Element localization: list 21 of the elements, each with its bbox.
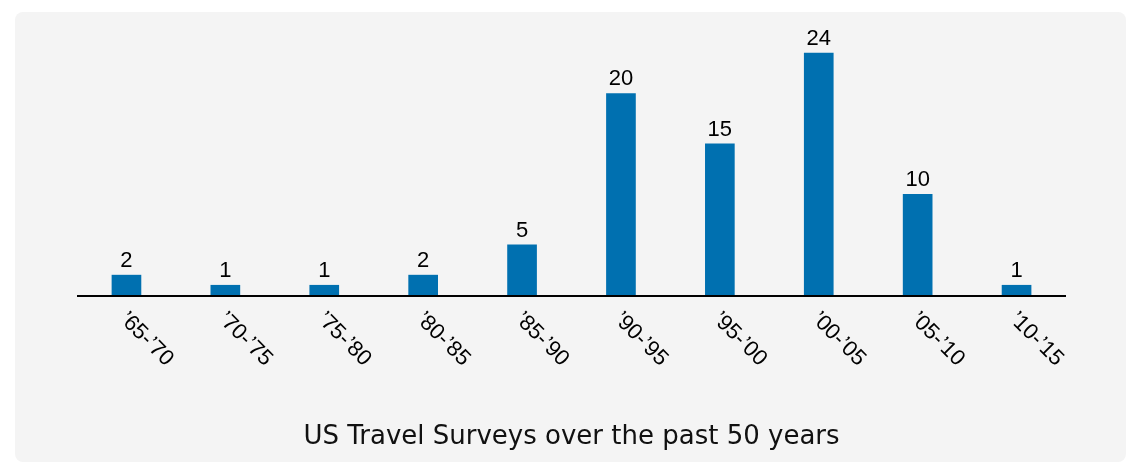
- data-label: 2: [417, 246, 430, 272]
- data-label: 24: [806, 24, 831, 50]
- data-label: 20: [608, 65, 634, 91]
- bar: [803, 52, 834, 295]
- data-label: 1: [219, 256, 232, 282]
- data-label: 5: [515, 216, 529, 242]
- data-label: 1: [1010, 256, 1023, 282]
- data-label: 1: [318, 256, 331, 282]
- bar: [309, 284, 340, 295]
- bar: [705, 143, 735, 295]
- bar: [507, 244, 537, 295]
- bar: [210, 284, 241, 295]
- bar: [1001, 284, 1032, 295]
- data-label: 2: [120, 246, 133, 272]
- bar: [606, 93, 636, 295]
- data-label: 10: [905, 166, 930, 192]
- data-label: 15: [707, 115, 733, 141]
- bar: [111, 274, 142, 295]
- bar: [902, 194, 933, 295]
- bar: [408, 274, 438, 295]
- text: US Travel Surveys over the past 50 years: [303, 420, 840, 451]
